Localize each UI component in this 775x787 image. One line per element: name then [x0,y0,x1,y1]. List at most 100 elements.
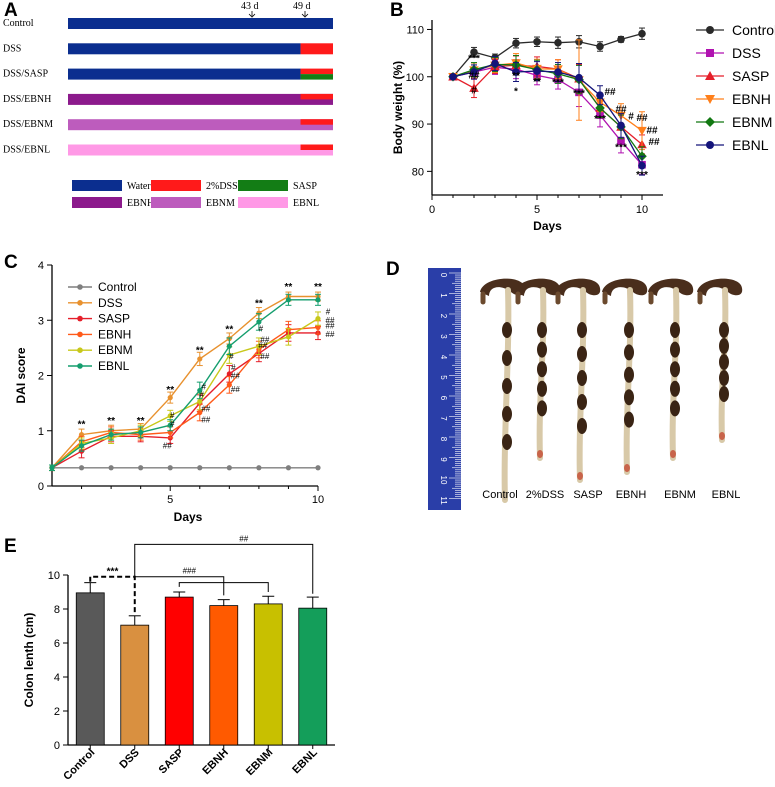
legend-label: SASP [98,312,130,326]
significance-label: ## [201,415,210,424]
data-point [197,387,203,394]
series-line [51,299,318,469]
colon-feces [719,370,729,386]
series-line [452,62,643,166]
significance-label: ## [326,322,335,331]
data-point [167,413,173,419]
significance-label: *** [107,567,119,578]
y-tick-label: 4 [54,672,60,684]
ruler-number: 9 [439,457,448,462]
colon-feces [577,346,587,362]
legend-swatch-dss [151,180,201,191]
legend-marker [77,300,83,306]
colon-feces [502,434,512,450]
chart-e-colon-length: 0 2 4 6 8 10 Colon lenth (cm) Control DSS SASP EBN… [22,534,335,783]
schema-segment-water [68,68,301,80]
colon-cecum [480,278,526,296]
ruler-number: 3 [439,334,448,339]
y-tick-label: 90 [412,119,424,131]
marker-43d-label: 43 d [241,1,259,12]
schema-row-label: DSS/EBNH [3,94,51,105]
significance-bracket-ebnh [134,576,225,596]
significance-label: # [200,391,205,400]
y-tick-label: 4 [38,260,44,272]
significance-label: ** [512,71,520,82]
photo-label: EBNL [712,489,741,501]
bar-sasp [164,596,194,746]
significance-label: ### [183,567,197,576]
schema-row-label: DSS/SASP [3,69,48,80]
colon-feces [502,350,512,366]
x-tick-label: EBNL [290,746,320,776]
significance-label: # [471,85,477,96]
colon-specimen [555,278,601,483]
colon-specimens [480,278,743,503]
x-axis-title: Days [533,219,562,233]
significance-label: ## [646,126,658,137]
significance-label: ## [260,335,269,344]
colon-feces [502,406,512,422]
colon-cecum [602,278,648,296]
significance-bracket-group [178,582,269,592]
legend-marker [77,284,83,290]
series-ebnl [449,55,646,176]
y-tick-label: 3 [38,315,44,327]
colon-cecum [697,278,743,296]
schema-segment-ebnl [68,144,333,156]
significance-label: ## [239,534,248,543]
panel-a-letter: A [4,0,18,21]
bar-ebnh [209,605,239,746]
colon-feces [624,322,634,338]
x-tick-label: EBNM [244,747,275,778]
legend-marker [77,331,83,338]
data-point [285,297,292,303]
bar-dss [120,624,150,746]
data-point [575,73,583,82]
significance-label: ** [533,77,541,88]
data-point [315,465,321,471]
colon-feces [537,400,547,417]
colon-distal [577,472,583,480]
series-ebnh [49,320,321,472]
data-point [617,121,625,130]
significance-label: # [170,411,175,420]
significance-label: ## [163,441,172,450]
data-point [167,465,173,471]
x-tick-label: 10 [636,204,648,216]
bar-ebnl [298,607,328,746]
schema-segment-water [68,43,301,55]
x-tick-label: 5 [167,494,173,506]
data-point [705,71,715,80]
y-tick-label: 100 [406,72,424,84]
data-point [285,334,292,340]
colon-feces [719,386,729,402]
schema-segment-dss [300,119,333,125]
x-tick-label: 5 [534,204,540,216]
data-point [638,161,646,170]
ruler-number: 8 [439,437,448,442]
colon-cecum [515,278,561,296]
colon-photo: 0 1 2 3 4 5 6 7 8 9 10 11 Control 2%DSS SASP EBNH EBNM E… [428,268,743,510]
colon-feces [537,322,547,338]
significance-label: ## [326,330,335,339]
data-point [138,429,144,436]
colon-feces [670,380,680,397]
schema-segment-water [68,18,333,29]
x-tick-label: DSS [117,747,141,771]
significance-label: # [326,308,331,317]
significance-label: # [170,419,175,428]
data-point [706,141,714,149]
photo-labels: Control 2%DSS SASP EBNH EBNM EBNL [482,489,740,501]
colon-feces [577,418,587,434]
y-tick-label: 2 [38,371,44,383]
data-point [315,324,321,331]
panel-b-letter: B [390,0,404,21]
data-point [533,67,541,75]
colon-feces [624,389,634,406]
schema-segment-dss [300,43,333,55]
schema-row-label: DSS [3,43,21,54]
significance-label: ## [231,371,240,380]
data-point [512,39,520,47]
y-tick-label: 2 [54,706,60,718]
data-point [226,371,232,377]
